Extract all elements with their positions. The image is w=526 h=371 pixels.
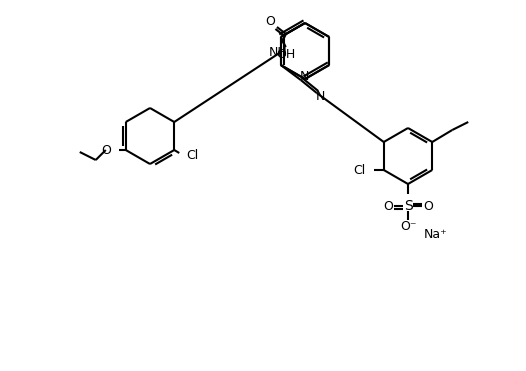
Text: O: O bbox=[423, 200, 433, 213]
Text: Na⁺: Na⁺ bbox=[424, 227, 448, 240]
Text: O⁻: O⁻ bbox=[400, 220, 416, 233]
Text: NH: NH bbox=[269, 46, 287, 59]
Text: O: O bbox=[265, 14, 275, 27]
Text: S: S bbox=[403, 199, 412, 213]
Text: N: N bbox=[316, 91, 326, 104]
Text: OH: OH bbox=[276, 49, 296, 62]
Text: Cl: Cl bbox=[186, 148, 198, 161]
Text: N: N bbox=[300, 69, 309, 82]
Text: Cl: Cl bbox=[353, 164, 366, 177]
Text: O: O bbox=[101, 144, 111, 157]
Text: O: O bbox=[383, 200, 393, 213]
